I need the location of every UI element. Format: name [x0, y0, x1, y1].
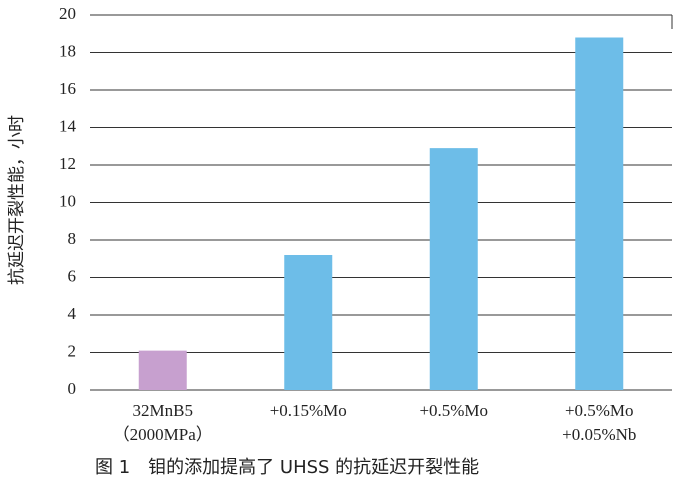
y-tick-label: 10: [59, 191, 76, 210]
y-tick-label: 16: [59, 79, 76, 98]
y-tick-label: 14: [59, 116, 77, 135]
y-tick-label: 18: [59, 41, 76, 60]
y-tick-label: 0: [68, 379, 77, 398]
y-tick-label: 20: [59, 4, 76, 23]
y-tick-label: 12: [59, 154, 76, 173]
bar: [429, 148, 478, 390]
caption: 图 1 钼的添加提高了 UHSS 的抗延迟开裂性能: [95, 457, 479, 478]
x-tick-label: +0.5%Mo: [565, 401, 634, 420]
y-tick-label: 2: [68, 341, 77, 360]
x-tick-label: 32MnB5: [133, 401, 193, 420]
x-tick-label: （2000MPa）: [113, 425, 213, 444]
y-tick-label: 4: [68, 304, 77, 323]
y-tick-label: 8: [68, 229, 77, 248]
x-tick-label: +0.05%Nb: [562, 425, 636, 444]
bar: [575, 37, 624, 390]
y-tick-label: 6: [68, 266, 77, 285]
bar: [138, 350, 187, 390]
y-axis-label: 抗延迟开裂性能，小时: [7, 115, 26, 285]
x-tick-label: +0.5%Mo: [419, 401, 488, 420]
x-tick-label: +0.15%Mo: [270, 401, 347, 420]
bar: [284, 255, 333, 390]
